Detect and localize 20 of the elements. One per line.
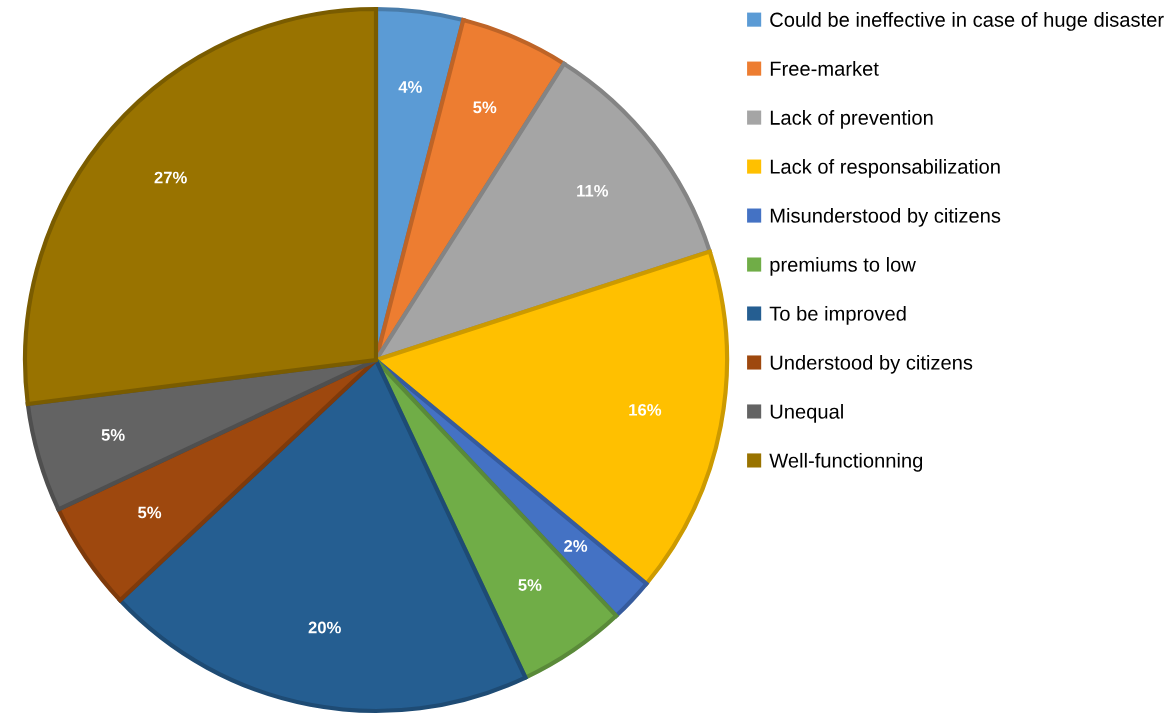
legend-label: Understood by citizens [770,354,973,374]
data-label: 5% [138,506,162,519]
data-label: 5% [518,579,542,591]
data-label: 11% [577,184,609,197]
legend-label: Lack of responsabilization [770,159,1000,178]
data-label: 5% [101,429,125,441]
legend-label: Unequal [770,403,843,423]
data-label: 4% [398,81,422,93]
legend-label: Free-market [770,61,879,76]
legend-label: Lack of prevention [770,110,933,129]
legend-label: To be improved [769,305,906,325]
legend-label: Misunderstood by citizens [770,208,1001,227]
data-label: 27% [154,171,187,184]
data-label: 16% [629,403,662,416]
data-label: 2% [564,540,588,552]
legend-label: premiums to low [770,256,916,276]
legend-label: Could be ineffective in case of huge disaster [770,12,1164,31]
data-label: 20% [308,621,341,634]
data-label: 5% [473,101,497,114]
legend-label: Well-functionning [769,452,923,472]
